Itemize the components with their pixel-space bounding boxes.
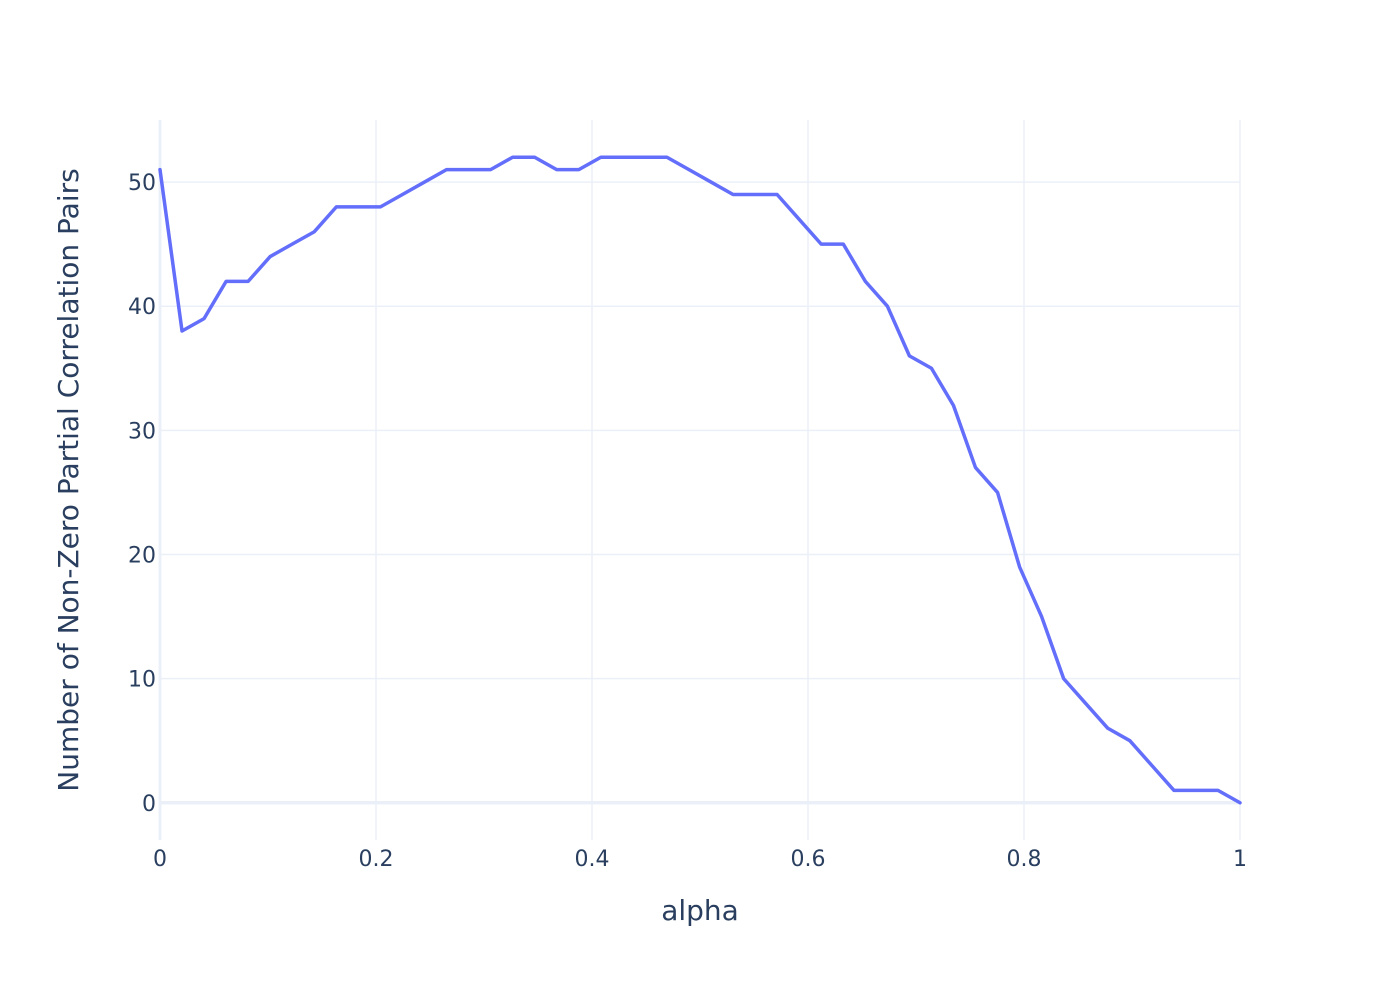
x-tick-label: 0.4: [575, 847, 610, 872]
y-tick-label: 50: [128, 171, 156, 196]
series-layer: [158, 155, 1242, 805]
y-tick-label: 0: [142, 792, 156, 817]
y-tick-label: 30: [128, 419, 156, 444]
x-tick-label: 0.8: [1007, 847, 1042, 872]
x-tick-label: 0.6: [791, 847, 826, 872]
y-tick-label: 40: [128, 295, 156, 320]
series-line: [158, 155, 1242, 805]
y-tick-labels: 0 10 20 30 40 50: [128, 171, 156, 817]
x-tick-label: 0: [153, 847, 167, 872]
y-axis-title: Number of Non-Zero Partial Correlation P…: [52, 168, 85, 791]
x-tick-labels: 0 0.2 0.4 0.6 0.8 1: [153, 847, 1247, 872]
x-tick-label: 1: [1233, 847, 1247, 872]
y-tick-label: 20: [128, 543, 156, 568]
x-tick-label: 0.2: [359, 847, 394, 872]
x-axis-title: alpha: [661, 894, 739, 927]
y-gridlines: [160, 181, 1240, 805]
y-tick-label: 10: [128, 668, 156, 693]
x-gridlines: [158, 120, 1241, 840]
